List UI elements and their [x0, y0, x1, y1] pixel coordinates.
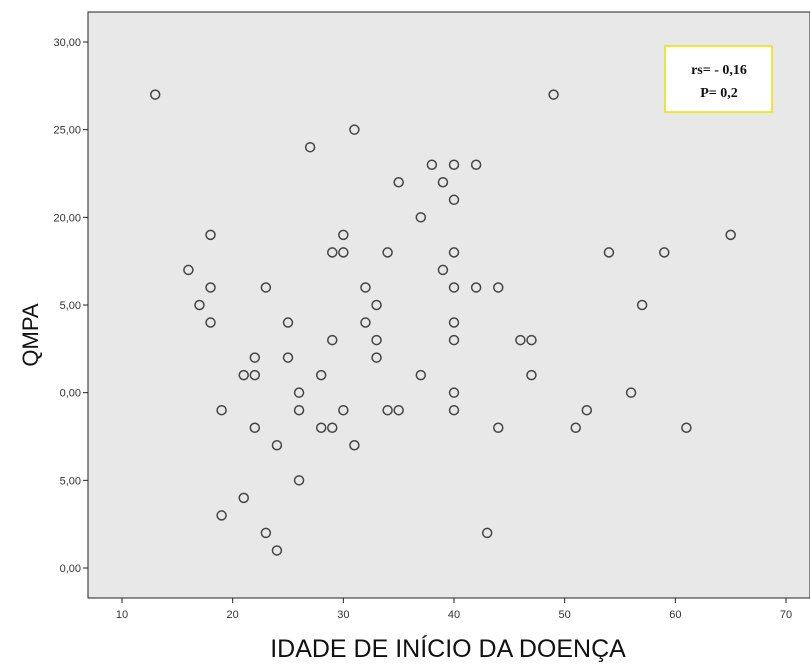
x-tick-label: 50: [559, 609, 571, 621]
x-tick-label: 60: [669, 609, 681, 621]
y-tick-label: 25,00: [53, 125, 81, 137]
y-tick-label: 20,00: [53, 212, 81, 224]
x-axis-title: IDADE DE INÍCIO DA DOENÇA: [270, 634, 626, 663]
y-axis: 0,00 5,00 0,00 5,00 20,00 25,00 30,00: [53, 37, 88, 575]
stats-p-label: P= 0,2: [700, 86, 738, 101]
stats-annotation: rs= - 0,16 P= 0,2: [665, 46, 772, 112]
x-tick-label: 30: [337, 609, 349, 621]
y-axis-title: QMPA: [18, 303, 43, 366]
y-tick-label: 0,00: [60, 563, 81, 575]
x-tick-label: 20: [227, 609, 239, 621]
stats-annotation-box: [665, 46, 772, 112]
x-axis: 10 20 30 40 50 60 70: [116, 598, 792, 621]
y-tick-label: 30,00: [53, 37, 81, 49]
stats-rs-label: rs= - 0,16: [691, 63, 747, 78]
x-tick-label: 40: [448, 609, 460, 621]
y-tick-label: 5,00: [60, 475, 81, 487]
x-tick-label: 70: [780, 609, 792, 621]
y-tick-label: 0,00: [60, 388, 81, 400]
y-tick-label: 5,00: [60, 300, 81, 312]
x-tick-label: 10: [116, 609, 128, 621]
